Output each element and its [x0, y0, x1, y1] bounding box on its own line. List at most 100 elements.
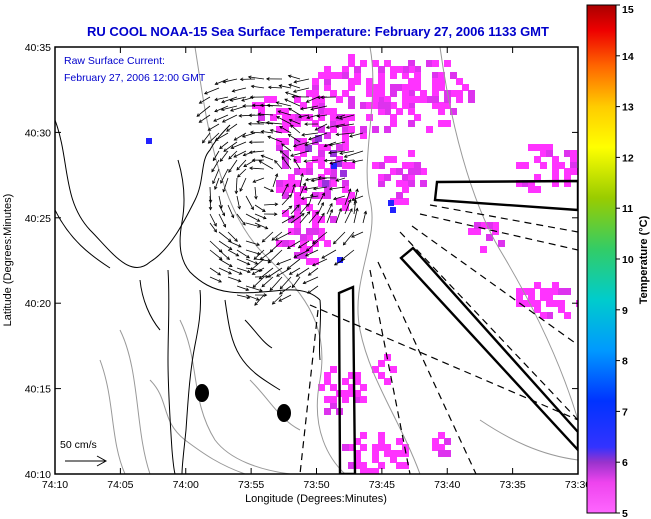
current-vector	[267, 104, 283, 107]
current-vector-head	[228, 263, 233, 268]
current-vector-head	[267, 85, 272, 90]
sst-pixel	[372, 60, 379, 67]
current-vector	[236, 249, 250, 259]
sst-pixel	[360, 126, 367, 133]
sst-pixel	[306, 168, 313, 175]
current-vector-head	[228, 246, 233, 251]
sst-pixel	[444, 120, 451, 127]
sst-pixel	[414, 84, 421, 91]
current-vector	[227, 249, 239, 257]
current-vector-head	[353, 199, 358, 204]
sst-pixel	[378, 72, 385, 79]
sst-pixel	[390, 66, 397, 73]
current-vector-head	[307, 290, 311, 294]
x-axis-label: Longitude (Degrees:Minutes)	[245, 493, 387, 505]
sst-pixel	[330, 90, 337, 97]
sst-pixel	[414, 114, 421, 121]
current-vector-head	[276, 261, 280, 266]
current-vector	[226, 123, 238, 132]
sst-pixel	[264, 96, 271, 103]
current-vector	[351, 231, 364, 238]
current-vector	[329, 186, 346, 190]
sst-pixel	[558, 306, 565, 313]
sst-pixel	[294, 96, 301, 103]
sst-pixel	[576, 168, 578, 175]
sst-pixel	[342, 186, 349, 193]
sst-pixel	[270, 114, 277, 121]
current-vector-head	[342, 158, 347, 163]
current-vector-head	[296, 204, 300, 208]
current-vector-head	[214, 186, 218, 190]
sst-pixel	[366, 114, 373, 121]
current-vector-head	[363, 210, 368, 215]
current-vector-head	[288, 107, 292, 112]
current-vector	[279, 126, 292, 134]
sst-pixel	[324, 186, 331, 193]
current-vector-head	[351, 234, 355, 238]
current-vector-head	[248, 140, 253, 144]
current-vector	[236, 294, 250, 299]
current-vector	[336, 114, 346, 119]
current-vector	[212, 150, 220, 161]
sst-pixel	[360, 60, 367, 67]
current-vector-head	[222, 188, 226, 193]
current-vector	[344, 150, 364, 158]
current-vector-head	[239, 188, 243, 192]
sst-pixel	[468, 90, 475, 97]
current-vector	[281, 143, 292, 152]
current-vector-head	[335, 124, 340, 129]
sst-pixel	[432, 78, 439, 85]
current-vector	[245, 240, 260, 246]
sst-pixel	[330, 396, 337, 403]
current-vector-head	[259, 288, 263, 292]
current-vector-head	[267, 135, 272, 139]
sst-pixel	[354, 450, 361, 457]
sst-pixel	[306, 90, 313, 97]
current-vector	[313, 186, 328, 190]
sst-pixel	[390, 102, 397, 109]
sst-pixel	[330, 366, 337, 373]
current-vector-head	[284, 98, 288, 102]
current-vector-head	[265, 121, 270, 125]
current-vector-head	[348, 188, 352, 193]
current-vector-head	[276, 273, 280, 277]
sst-pixel	[282, 108, 289, 115]
sst-pixel	[546, 150, 553, 157]
sst-pixel	[402, 186, 409, 193]
colorbar-tick-label: 7	[622, 406, 628, 418]
current-vector	[236, 159, 247, 171]
current-vector	[214, 177, 220, 190]
current-vector	[254, 222, 268, 230]
sst-pixel	[414, 96, 421, 103]
sst-pixel	[276, 180, 283, 187]
sst-pixel	[312, 210, 319, 217]
current-vector-head	[286, 245, 291, 249]
sst-pixel	[480, 222, 487, 229]
current-vector-head	[250, 84, 255, 89]
sst-pixel	[378, 102, 385, 109]
sst-pixel	[390, 72, 397, 79]
current-vector-head	[278, 84, 283, 88]
sst-pixel	[330, 150, 337, 157]
sst-pixel	[342, 390, 349, 397]
current-vector	[259, 267, 274, 280]
current-vector	[259, 160, 274, 170]
current-vector	[204, 87, 220, 95]
current-vector	[272, 294, 283, 305]
sst-pixel	[294, 198, 301, 205]
current-vector	[222, 177, 229, 193]
sst-pixel	[324, 240, 331, 247]
current-vector-head	[335, 178, 340, 182]
current-vector-head	[295, 273, 300, 277]
sst-pixel	[294, 204, 301, 211]
current-vector	[289, 267, 301, 275]
current-vector-head	[314, 127, 319, 131]
sst-pixel	[336, 156, 343, 163]
current-vector-head	[241, 134, 246, 138]
sst-pixel	[354, 78, 361, 85]
sst-pixel	[342, 90, 349, 97]
current-vector-head	[222, 223, 227, 228]
current-vector-head	[304, 142, 308, 147]
current-vector	[274, 160, 283, 170]
sst-pixel	[534, 282, 541, 289]
